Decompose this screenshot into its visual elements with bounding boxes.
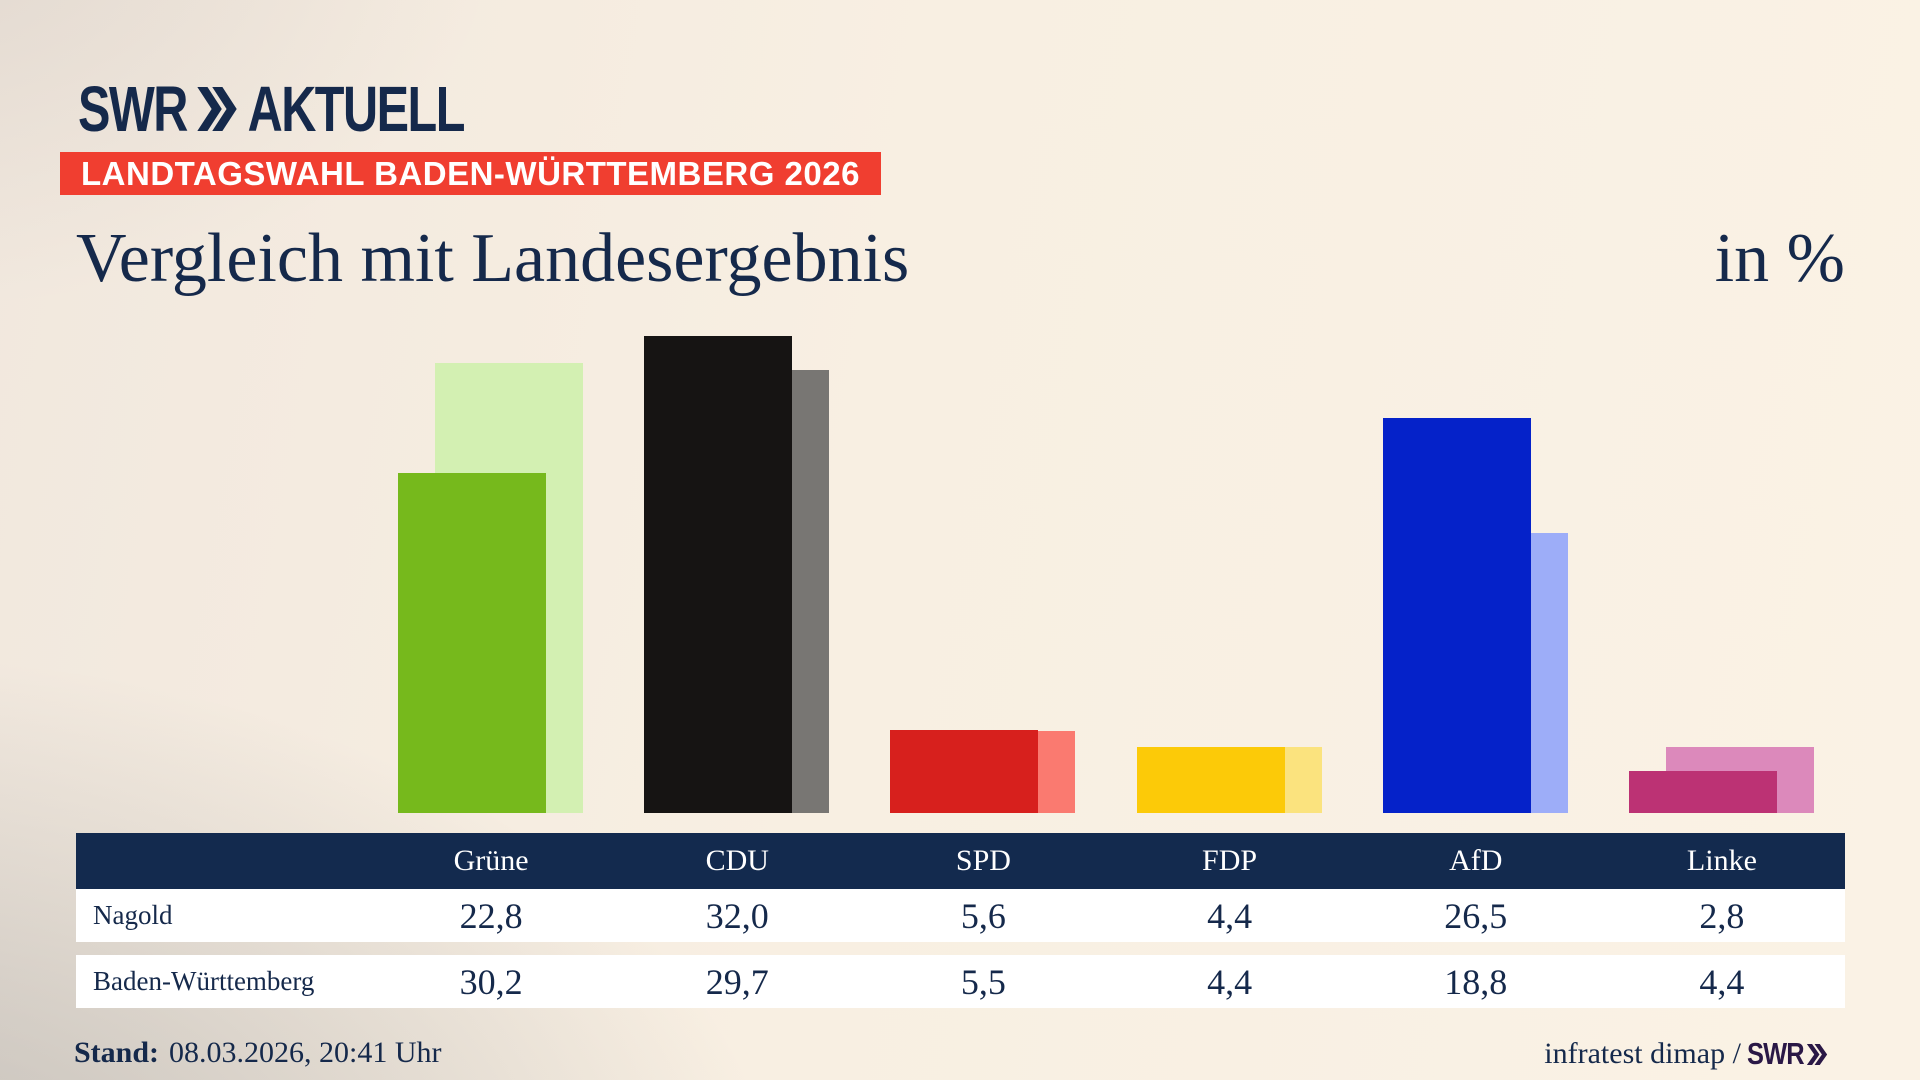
stand-footer: Stand: 08.03.2026, 20:41 Uhr [74, 1036, 442, 1070]
table-row-nagold: Nagold 22,8 32,0 5,6 4,4 26,5 2,8 [76, 889, 1845, 942]
value-cell-fdp: 4,4 [1207, 895, 1253, 936]
value-cell-linke: 2,8 [1699, 895, 1745, 936]
value-cell-grne: 30,2 [459, 961, 523, 1002]
swr-footer-logo-text: SWR [1746, 1036, 1805, 1071]
bar-fdp-nagold [1137, 747, 1285, 813]
value-cell-afd: 18,8 [1444, 961, 1508, 1002]
header-cell-spd: SPD [955, 844, 1011, 877]
row-label: Nagold [93, 900, 173, 930]
header-cell-afd: AfD [1449, 844, 1503, 877]
table-row-baden-wuerttemberg: Baden-Württemberg 30,2 29,7 5,5 4,4 18,8 4,4 [76, 955, 1845, 1008]
value-cell-cdu: 32,0 [705, 895, 769, 936]
value-cell-spd: 5,5 [960, 961, 1006, 1002]
header-cell-cdu: CDU [705, 844, 769, 877]
swr-footer-logo: SWR [1746, 1036, 1828, 1072]
aktuell-logo-text: AKTUELL [247, 73, 466, 145]
value-cell-linke: 4,4 [1699, 961, 1745, 1002]
table-header-row: Grüne CDU SPD FDP AfD Linke [76, 833, 1845, 889]
stand-value: 08.03.2026, 20:41 Uhr [169, 1036, 442, 1069]
bar-spd-nagold [890, 730, 1038, 813]
bar-afd-nagold [1383, 418, 1531, 813]
election-badge: LANDTAGSWAHL BADEN-WÜRTTEMBERG 2026 [60, 152, 881, 195]
header-cell-fdp: FDP [1202, 844, 1258, 877]
bar-linke-nagold [1629, 771, 1777, 813]
swr-logo-text: SWR [78, 73, 188, 145]
row-label: Baden-Württemberg [93, 966, 315, 996]
value-cell-spd: 5,6 [960, 895, 1006, 936]
bar-cdu-nagold [644, 336, 792, 813]
header-cell-grne: Grüne [453, 844, 529, 877]
unit-label: in % [1714, 220, 1845, 297]
chart-title: Vergleich mit Landesergebnis [76, 220, 910, 297]
swr-aktuell-logo: SWR AKTUELL [78, 73, 465, 145]
source-text: infratest dimap / [1544, 1037, 1741, 1070]
header-cell-linke: Linke [1686, 844, 1757, 877]
bar-grne-nagold [398, 473, 546, 813]
stand-label: Stand: [74, 1036, 160, 1069]
value-cell-fdp: 4,4 [1207, 961, 1253, 1002]
value-cell-cdu: 29,7 [705, 961, 769, 1002]
double-chevron-icon [1807, 1043, 1828, 1065]
header-spacer-cell [76, 833, 368, 889]
value-cell-grne: 22,8 [459, 895, 523, 936]
double-chevron-icon [197, 87, 237, 131]
source-footer: infratest dimap / SWR [1544, 1036, 1845, 1072]
bar-chart [398, 336, 1814, 813]
value-cell-afd: 26,5 [1444, 895, 1508, 936]
